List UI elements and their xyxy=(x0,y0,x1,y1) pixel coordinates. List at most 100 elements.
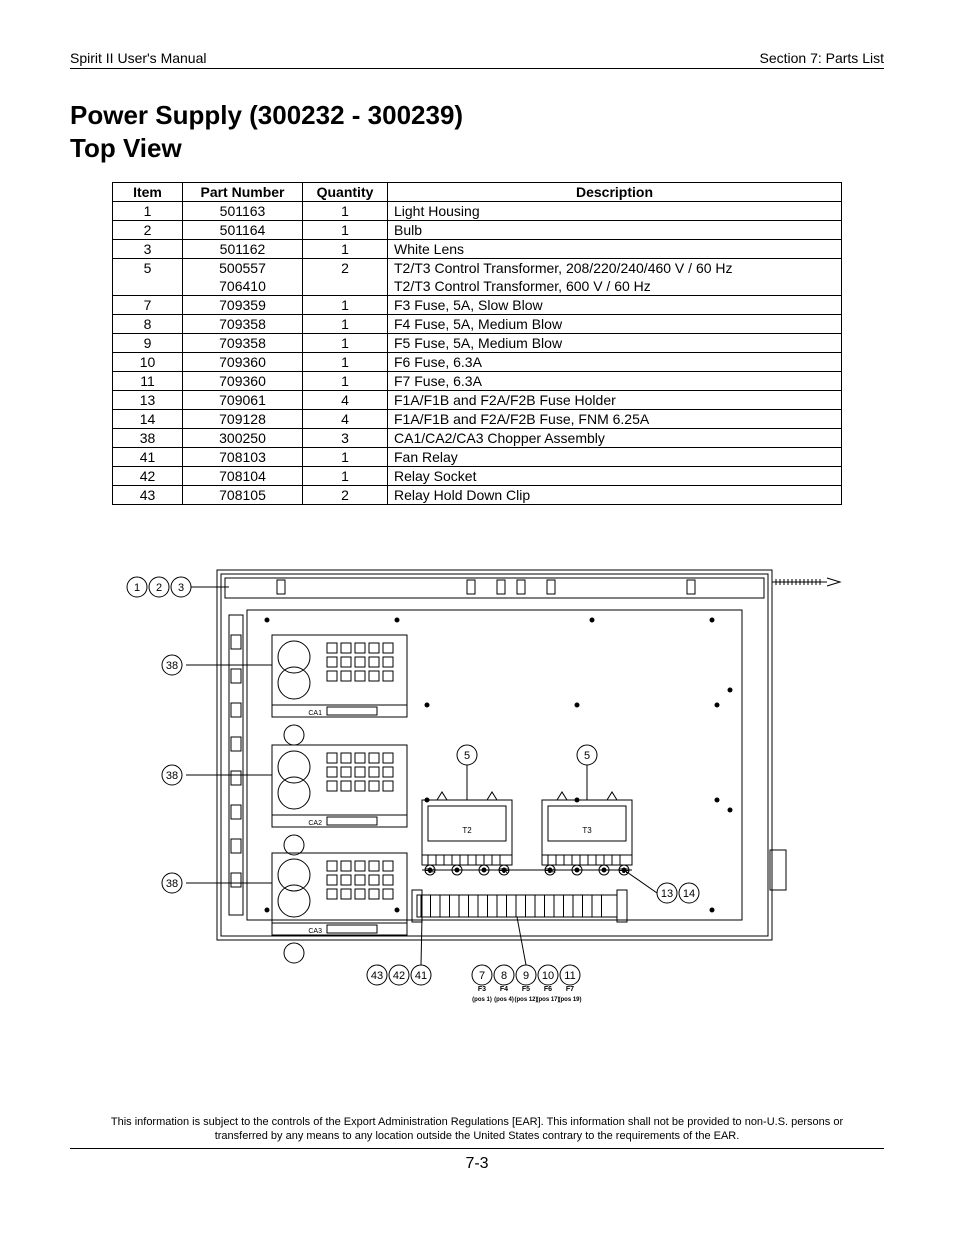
cell-partnumber: 709360 xyxy=(183,372,303,391)
cell-description: F1A/F1B and F2A/F2B Fuse, FNM 6.25A xyxy=(388,410,842,429)
svg-text:5: 5 xyxy=(584,750,590,762)
th-partnumber: Part Number xyxy=(183,183,303,202)
cell-quantity: 1 xyxy=(303,315,388,334)
cell-item: 3 xyxy=(113,240,183,259)
cell-description: Relay Hold Down Clip xyxy=(388,486,842,505)
cell-description: T2/T3 Control Transformer, 600 V / 60 Hz xyxy=(388,277,842,296)
svg-text:10: 10 xyxy=(542,970,554,982)
cell-partnumber: 500557 xyxy=(183,259,303,278)
cell-quantity xyxy=(303,277,388,296)
table-row: 147091284F1A/F1B and F2A/F2B Fuse, FNM 6… xyxy=(113,410,842,429)
cell-partnumber: 501163 xyxy=(183,202,303,221)
svg-text:CA3: CA3 xyxy=(308,928,322,935)
cell-description: F6 Fuse, 6.3A xyxy=(388,353,842,372)
table-row: 117093601F7 Fuse, 6.3A xyxy=(113,372,842,391)
cell-quantity: 1 xyxy=(303,372,388,391)
table-row: 107093601F6 Fuse, 6.3A xyxy=(113,353,842,372)
cell-item xyxy=(113,277,183,296)
svg-text:(pos 4): (pos 4) xyxy=(494,997,514,1003)
cell-item: 10 xyxy=(113,353,183,372)
table-row: 25011641Bulb xyxy=(113,221,842,240)
table-row: 97093581F5 Fuse, 5A, Medium Blow xyxy=(113,334,842,353)
cell-partnumber: 300250 xyxy=(183,429,303,448)
cell-item: 2 xyxy=(113,221,183,240)
svg-text:13: 13 xyxy=(661,888,673,900)
cell-quantity: 2 xyxy=(303,259,388,278)
cell-quantity: 1 xyxy=(303,240,388,259)
svg-text:F3: F3 xyxy=(478,986,486,993)
svg-text:5: 5 xyxy=(464,750,470,762)
cell-quantity: 1 xyxy=(303,221,388,240)
table-row: 77093591F3 Fuse, 5A, Slow Blow xyxy=(113,296,842,315)
cell-description: F3 Fuse, 5A, Slow Blow xyxy=(388,296,842,315)
table-row: 437081052Relay Hold Down Clip xyxy=(113,486,842,505)
th-quantity: Quantity xyxy=(303,183,388,202)
title-line-1: Power Supply (300232 - 300239) xyxy=(70,100,463,130)
cell-item: 9 xyxy=(113,334,183,353)
svg-text:(pos 12): (pos 12) xyxy=(514,997,537,1003)
table-row: 137090614F1A/F1B and F2A/F2B Fuse Holder xyxy=(113,391,842,410)
svg-text:T3: T3 xyxy=(582,826,592,835)
svg-text:41: 41 xyxy=(415,970,427,982)
svg-text:F5: F5 xyxy=(522,986,530,993)
table-row: 427081041Relay Socket xyxy=(113,467,842,486)
cell-item: 7 xyxy=(113,296,183,315)
svg-text:38: 38 xyxy=(166,660,178,672)
cell-description: CA1/CA2/CA3 Chopper Assembly xyxy=(388,429,842,448)
cell-quantity: 1 xyxy=(303,202,388,221)
svg-text:F2B: F2B xyxy=(618,869,629,875)
svg-text:F1A: F1A xyxy=(424,869,435,875)
cell-description: F4 Fuse, 5A, Medium Blow xyxy=(388,315,842,334)
cell-partnumber: 501162 xyxy=(183,240,303,259)
cell-quantity: 1 xyxy=(303,467,388,486)
cell-description: Relay Socket xyxy=(388,467,842,486)
svg-text:1: 1 xyxy=(134,582,140,594)
table-row: 417081031Fan Relay xyxy=(113,448,842,467)
th-item: Item xyxy=(113,183,183,202)
cell-partnumber: 709358 xyxy=(183,315,303,334)
svg-text:8: 8 xyxy=(501,970,507,982)
cell-item: 43 xyxy=(113,486,183,505)
cell-item: 38 xyxy=(113,429,183,448)
cell-partnumber: 709061 xyxy=(183,391,303,410)
svg-text:7: 7 xyxy=(479,970,485,982)
page-header: Spirit II User's Manual Section 7: Parts… xyxy=(70,50,884,69)
svg-text:(pos 1): (pos 1) xyxy=(472,997,492,1003)
svg-text:3: 3 xyxy=(178,582,184,594)
svg-text:F1B: F1B xyxy=(498,869,509,875)
svg-text:F6: F6 xyxy=(544,986,552,993)
cell-description: F1A/F1B and F2A/F2B Fuse Holder xyxy=(388,391,842,410)
cell-partnumber: 709128 xyxy=(183,410,303,429)
cell-quantity: 4 xyxy=(303,410,388,429)
cell-description: T2/T3 Control Transformer, 208/220/240/4… xyxy=(388,259,842,278)
svg-text:42: 42 xyxy=(393,970,405,982)
cell-item: 1 xyxy=(113,202,183,221)
cell-item: 11 xyxy=(113,372,183,391)
svg-text:2: 2 xyxy=(156,582,162,594)
cell-quantity: 2 xyxy=(303,486,388,505)
cell-description: F7 Fuse, 6.3A xyxy=(388,372,842,391)
cell-description: White Lens xyxy=(388,240,842,259)
cell-partnumber: 709359 xyxy=(183,296,303,315)
cell-item: 42 xyxy=(113,467,183,486)
svg-text:CA2: CA2 xyxy=(308,820,322,827)
cell-partnumber: 706410 xyxy=(183,277,303,296)
parts-table: Item Part Number Quantity Description 15… xyxy=(112,182,842,505)
cell-quantity: 1 xyxy=(303,296,388,315)
table-row: 383002503CA1/CA2/CA3 Chopper Assembly xyxy=(113,429,842,448)
cell-item: 5 xyxy=(113,259,183,278)
svg-text:14: 14 xyxy=(683,888,695,900)
cell-quantity: 4 xyxy=(303,391,388,410)
header-right: Section 7: Parts List xyxy=(759,50,884,66)
title-line-2: Top View xyxy=(70,133,182,163)
cell-description: Light Housing xyxy=(388,202,842,221)
svg-text:38: 38 xyxy=(166,770,178,782)
cell-description: Fan Relay xyxy=(388,448,842,467)
svg-text:F2A: F2A xyxy=(544,869,555,875)
cell-item: 41 xyxy=(113,448,183,467)
table-header-row: Item Part Number Quantity Description xyxy=(113,183,842,202)
power-supply-diagram: CA1CA2CA3T2T3F1AF1BF2AF2B123383838551314… xyxy=(112,545,842,1015)
cell-description: F5 Fuse, 5A, Medium Blow xyxy=(388,334,842,353)
table-row: 55005572T2/T3 Control Transformer, 208/2… xyxy=(113,259,842,278)
svg-text:11: 11 xyxy=(564,970,575,982)
